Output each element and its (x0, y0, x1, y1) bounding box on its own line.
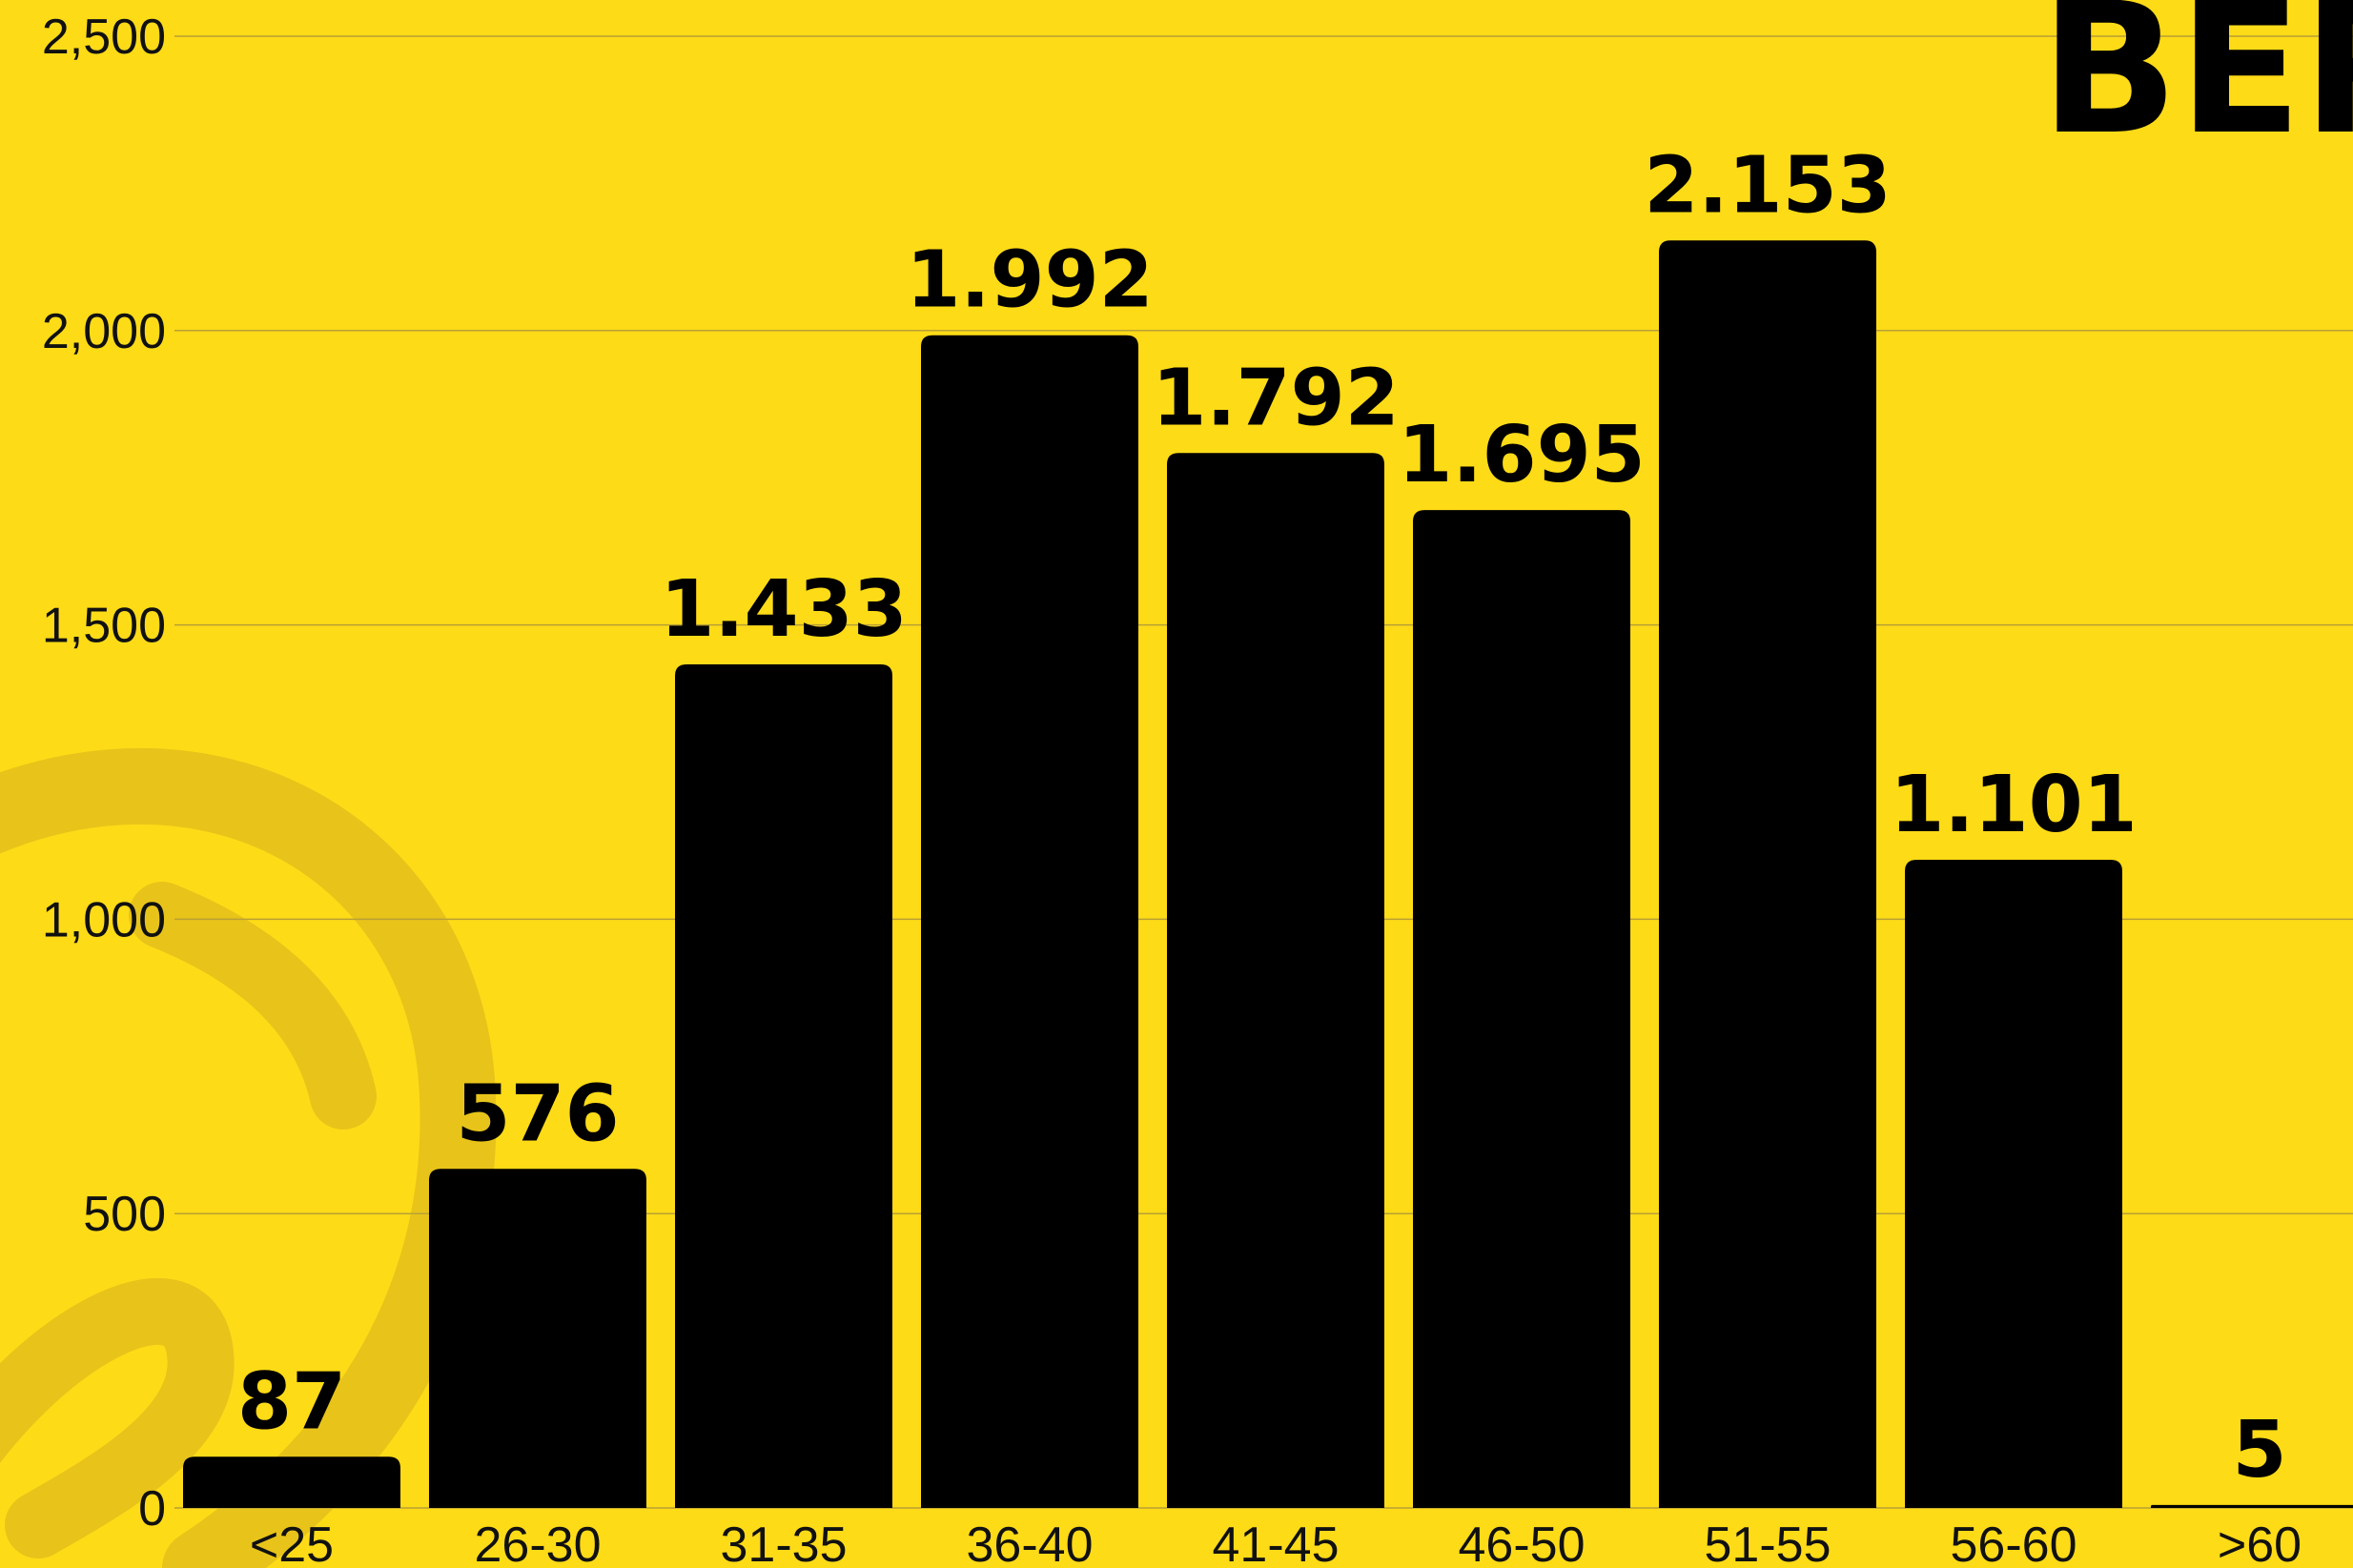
y-tick-label: 0 (138, 1481, 166, 1537)
x-tick-label: 41-45 (1213, 1517, 1340, 1568)
data-label: 1.792 (1152, 353, 1399, 443)
data-label: 1.433 (660, 564, 907, 655)
data-label: 2.153 (1644, 140, 1891, 231)
bar (183, 1456, 400, 1508)
data-label: 1.695 (1398, 410, 1645, 500)
x-tick-label: 26-30 (475, 1517, 602, 1568)
bars (183, 240, 2353, 1509)
x-tick-label: 51-55 (1705, 1517, 1831, 1568)
x-tick-label: 46-50 (1459, 1517, 1586, 1568)
y-tick-label: 2,000 (42, 304, 166, 359)
bar (2151, 1504, 2353, 1508)
data-label: 1.992 (906, 235, 1153, 326)
y-tick-label: 500 (83, 1187, 166, 1242)
data-label: 87 (237, 1356, 346, 1447)
data-label: 1.101 (1890, 760, 2137, 850)
bar (675, 663, 892, 1508)
x-axis: <25 26-30 31-35 36-40 41-45 46-50 51-55 56-60 >6… (250, 1517, 2302, 1568)
bar (1413, 510, 1630, 1509)
pretzel-icon (0, 747, 497, 1568)
y-tick-label: 1,000 (42, 892, 166, 947)
bar (1905, 860, 2122, 1508)
data-label: 576 (456, 1069, 619, 1159)
y-tick-label: 1,500 (42, 599, 166, 654)
y-tick-label: 2,500 (42, 10, 166, 65)
data-label: 5 (2232, 1405, 2286, 1496)
bar (429, 1169, 646, 1508)
x-tick-label: 31-35 (721, 1517, 848, 1568)
bar (921, 335, 1138, 1508)
bar (1659, 240, 1876, 1508)
y-axis: 0 500 1,000 1,500 2,000 2,500 (42, 10, 166, 1537)
chart-title: BER (2040, 0, 2353, 174)
bar (1167, 453, 1384, 1509)
x-tick-label: >60 (2218, 1517, 2302, 1568)
x-tick-label: 56-60 (1951, 1517, 2077, 1568)
x-tick-label: 36-40 (967, 1517, 1094, 1568)
x-tick-label: <25 (250, 1517, 334, 1568)
